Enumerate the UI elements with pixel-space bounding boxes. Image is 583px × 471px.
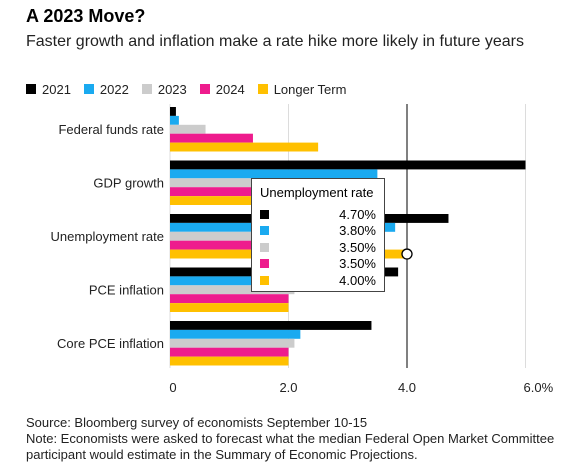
tooltip-value: 4.00% xyxy=(339,272,376,288)
category-label-gdp-growth: GDP growth xyxy=(93,175,164,190)
tooltip-row: 3.80% xyxy=(260,223,376,240)
bar-gdp-growth-longer-term[interactable] xyxy=(170,196,283,205)
bar-federal-funds-rate-2024[interactable] xyxy=(170,133,253,143)
chart-subtitle: Faster growth and inflation make a rate … xyxy=(26,33,525,50)
bar-federal-funds-rate-longer-term[interactable] xyxy=(170,142,319,152)
legend-swatch-2024 xyxy=(199,84,210,94)
tooltip-row: 4.70% xyxy=(260,206,376,223)
legend-label-2023: 2023 xyxy=(157,81,187,97)
chart-title: A 2023 Move? xyxy=(26,6,146,26)
bar-gdp-growth-2024[interactable] xyxy=(170,187,301,197)
legend-item-2022[interactable]: 2022 xyxy=(83,81,129,97)
bar-core-pce-inflation-2022[interactable] xyxy=(170,329,301,339)
tooltip-value: 3.80% xyxy=(339,223,376,239)
tooltip-swatch-2022 xyxy=(260,226,269,236)
bar-pce-inflation-longer-term[interactable] xyxy=(170,303,289,312)
tooltip-row: 3.50% xyxy=(260,239,376,256)
bar-federal-funds-rate-2021[interactable] xyxy=(170,107,176,116)
footnote: Note: Economists were asked to forecast … xyxy=(26,431,555,462)
tooltip: Unemployment rate 4.70% 3.80% 3.50% 3.50… xyxy=(251,178,385,292)
bar-core-pce-inflation-2024[interactable] xyxy=(170,347,289,357)
legend-item-2023[interactable]: 2023 xyxy=(141,81,187,97)
x-tick-label-0: 0 xyxy=(169,380,176,395)
bar-pce-inflation-2023[interactable] xyxy=(170,285,295,295)
legend-swatch-2022 xyxy=(83,84,94,94)
source-note: Source: Bloomberg survey of economists S… xyxy=(26,415,368,430)
bar-core-pce-inflation-longer-term[interactable] xyxy=(170,356,289,366)
legend-item-longer-term[interactable]: Longer Term xyxy=(257,81,347,97)
legend-label-2022: 2022 xyxy=(99,81,129,97)
hover-marker xyxy=(401,248,413,260)
category-label-pce-inflation: PCE inflation xyxy=(89,282,164,297)
bar-pce-inflation-2024[interactable] xyxy=(170,294,289,304)
tooltip-value: 4.70% xyxy=(339,206,376,222)
bar-pce-inflation-2022[interactable] xyxy=(170,276,307,286)
legend-swatch-longer-term xyxy=(257,84,268,94)
category-label-federal-funds-rate: Federal funds rate xyxy=(58,122,164,137)
bar-federal-funds-rate-2023[interactable] xyxy=(170,124,206,134)
legend: 2021 2022 2023 2024 Longer Term xyxy=(26,80,359,98)
x-tick-label-3: 6.0% xyxy=(524,380,554,395)
tooltip-swatch-2024 xyxy=(260,259,269,269)
bar-core-pce-inflation-2021[interactable] xyxy=(170,321,372,330)
x-tick-label-2: 4.0 xyxy=(398,380,416,395)
category-label-unemployment-rate: Unemployment rate xyxy=(51,229,164,244)
bar-gdp-growth-2023[interactable] xyxy=(170,178,313,188)
legend-swatch-2021 xyxy=(26,84,36,94)
tooltip-row: 4.00% xyxy=(260,272,376,289)
bar-gdp-growth-2021[interactable] xyxy=(170,160,526,170)
tooltip-value: 3.50% xyxy=(339,239,376,255)
legend-label-2021: 2021 xyxy=(42,81,71,97)
x-tick-label-1: 2.0 xyxy=(279,380,297,395)
legend-label-longer-term: Longer Term xyxy=(273,81,347,97)
bar-federal-funds-rate-2022[interactable] xyxy=(170,115,179,125)
legend-label-2024: 2024 xyxy=(215,81,245,97)
tooltip-swatch-2023 xyxy=(260,242,269,252)
tooltip-swatch-longer-term xyxy=(260,275,269,285)
legend-swatch-2023 xyxy=(141,84,152,94)
legend-item-2021[interactable]: 2021 xyxy=(26,82,71,97)
bar-gdp-growth-2022[interactable] xyxy=(170,169,378,179)
bar-core-pce-inflation-2023[interactable] xyxy=(170,338,295,348)
category-label-core-pce-inflation: Core PCE inflation xyxy=(57,336,164,351)
legend-item-2024[interactable]: 2024 xyxy=(199,81,245,97)
tooltip-row: 3.50% xyxy=(260,256,376,273)
tooltip-title: Unemployment rate xyxy=(260,185,374,200)
tooltip-value: 3.50% xyxy=(339,256,376,272)
tooltip-swatch-2021 xyxy=(260,209,269,219)
footer: Source: Bloomberg survey of economists S… xyxy=(26,415,576,463)
